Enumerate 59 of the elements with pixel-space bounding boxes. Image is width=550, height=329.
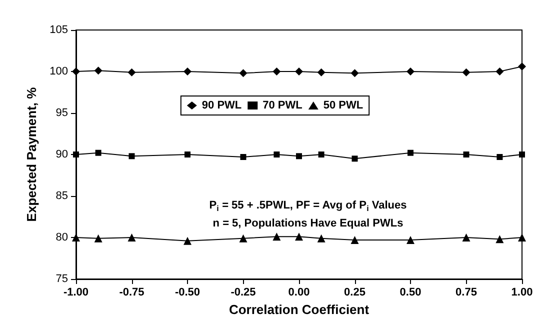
x-tick-label: -1.00 (63, 286, 89, 298)
point (496, 235, 504, 244)
point (184, 236, 192, 245)
y-tick-label: 105 (50, 24, 68, 36)
point (317, 68, 326, 76)
x-axis-title: Correlation Coefficient (228, 302, 370, 317)
legend-label: 70 PWL (262, 100, 303, 112)
point (352, 156, 358, 162)
x-tick-label: 0.75 (456, 286, 477, 298)
point (518, 234, 526, 242)
x-tick-label: 1.00 (511, 286, 533, 298)
x-tick-label: -0.25 (230, 286, 256, 298)
point (272, 68, 281, 76)
point (295, 68, 303, 76)
point (295, 232, 303, 241)
point (462, 234, 470, 242)
legend-label: 50 PWL (323, 100, 364, 112)
point (73, 152, 79, 158)
point (519, 152, 525, 158)
point (128, 153, 135, 160)
point (128, 234, 136, 242)
x-tick-label: -0.50 (174, 286, 200, 298)
legend-label: 90 PWL (202, 100, 242, 112)
point (239, 69, 248, 78)
point (296, 153, 302, 160)
point (95, 150, 102, 156)
point (128, 68, 136, 76)
x-tick-label: 0.25 (344, 286, 366, 298)
y-tick-label: 75 (56, 273, 68, 285)
point (317, 234, 326, 242)
y-tick-label: 85 (56, 190, 68, 202)
point (184, 68, 192, 76)
point (518, 62, 526, 71)
point (496, 68, 504, 76)
point (350, 69, 359, 78)
y-tick-label: 100 (50, 66, 68, 78)
point (94, 66, 102, 75)
x-tick-label: 0.50 (400, 286, 422, 298)
point (274, 152, 280, 158)
point (94, 234, 102, 242)
point (496, 154, 503, 160)
y-tick-label: 80 (56, 232, 68, 244)
point (463, 152, 470, 158)
point (462, 68, 470, 76)
point (318, 152, 324, 158)
x-tick-label: -0.75 (119, 286, 144, 298)
point (184, 152, 190, 158)
point (240, 154, 246, 160)
point (239, 234, 248, 242)
annotation: n = 5, Populations Have Equal PWLs (212, 218, 404, 230)
point (272, 232, 281, 241)
y-axis-title: Expected Payment, % (24, 86, 39, 222)
point (406, 68, 414, 76)
y-tick-label: 90 (56, 148, 68, 160)
x-tick-label: 0.00 (288, 286, 310, 298)
point (408, 150, 414, 156)
point (350, 236, 359, 244)
point (406, 236, 414, 244)
y-tick-label: 95 (56, 107, 68, 119)
